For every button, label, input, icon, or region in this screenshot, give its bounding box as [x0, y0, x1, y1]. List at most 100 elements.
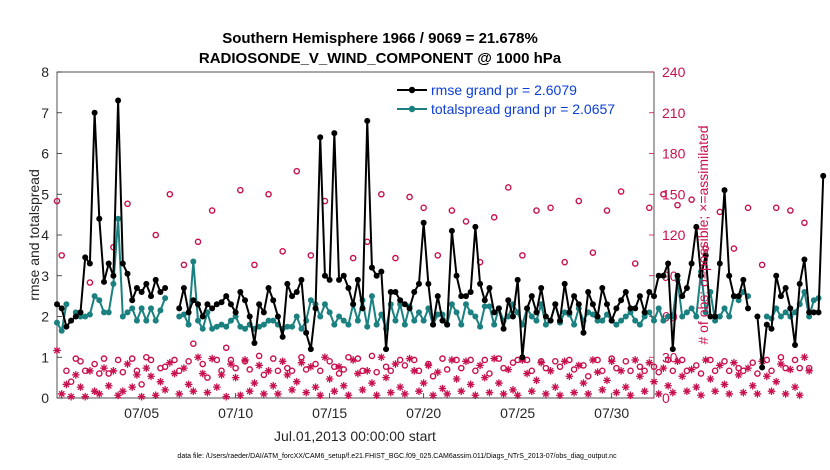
assimilated-obs-point — [104, 381, 113, 390]
possible-obs-point — [368, 352, 376, 360]
assimilated-obs-point — [72, 371, 80, 379]
assimilated-obs-point — [584, 390, 592, 398]
totalspread-point — [133, 317, 140, 324]
assimilated-obs-point — [307, 362, 315, 371]
assimilated-obs-point — [476, 361, 484, 370]
possible-obs-point — [547, 204, 554, 212]
rmse-point — [575, 301, 582, 308]
assimilated-obs-point — [184, 380, 193, 389]
assimilated-obs-point — [137, 392, 146, 401]
assimilated-obs-point — [612, 388, 621, 397]
totalspread-point — [491, 321, 498, 328]
rmse-point — [124, 270, 131, 277]
assimilated-obs-point — [748, 381, 757, 390]
rmse-point — [439, 317, 446, 324]
possible-obs-point — [725, 367, 733, 375]
totalspread-point — [782, 309, 789, 316]
possible-obs-point — [387, 367, 395, 375]
assimilated-obs-point — [791, 383, 799, 391]
assimilated-obs-point — [358, 386, 367, 394]
x-tick-label: 07/10 — [218, 405, 253, 421]
possible-obs-point — [772, 204, 780, 212]
totalspread-point — [763, 313, 770, 320]
y-axis-label: rmse and totalspread — [26, 169, 42, 301]
legend: rmse grand pr = 2.6079 totalspread grand… — [397, 82, 615, 117]
possible-obs-point — [641, 367, 648, 375]
possible-obs-point — [251, 261, 258, 269]
possible-obs-point — [269, 355, 277, 362]
x-tick-label: 07/05 — [124, 405, 159, 421]
possible-obs-point — [255, 352, 263, 360]
rmse-point — [674, 272, 681, 279]
assimilated-obs-point — [772, 377, 781, 386]
rmse-point — [180, 284, 187, 291]
possible-obs-point — [636, 363, 644, 371]
assimilated-obs-point — [410, 367, 419, 375]
rmse-point — [580, 329, 587, 336]
totalspread-point — [119, 313, 126, 320]
assimilated-obs-point — [128, 383, 137, 391]
assimilated-obs-point — [67, 392, 75, 401]
possible-obs-point — [697, 370, 705, 377]
assimilated-obs-point — [570, 388, 578, 397]
rmse-point — [157, 289, 164, 296]
possible-obs-point — [152, 231, 160, 239]
totalspread-point — [542, 321, 549, 328]
assimilated-obs-point — [645, 358, 654, 367]
rmse-point — [317, 134, 324, 141]
rmse-point — [326, 276, 333, 283]
rmse-point — [401, 301, 408, 308]
assimilated-obs-point — [711, 387, 719, 396]
rmse-point — [815, 309, 822, 316]
possible-obs-point — [204, 374, 211, 381]
possible-obs-point — [237, 186, 244, 194]
possible-obs-point — [190, 340, 197, 347]
possible-obs-point — [166, 190, 174, 198]
possible-obs-point — [688, 196, 695, 203]
possible-obs-point — [86, 279, 94, 286]
assimilated-obs-point — [603, 376, 611, 385]
possible-obs-point — [138, 381, 145, 388]
x-axis-label: Jul.01,2013 00:00:00 start — [274, 428, 436, 444]
rmse-point — [636, 293, 643, 300]
totalspread-point — [618, 317, 625, 324]
possible-obs-point — [791, 356, 799, 364]
totalspread-point — [58, 327, 65, 334]
possible-obs-point — [711, 367, 719, 375]
assimilated-obs-point — [574, 361, 583, 370]
rmse-point — [500, 325, 507, 332]
right-y-tick-label: 0 — [662, 390, 670, 406]
assimilated-obs-point — [720, 380, 729, 389]
rmse-point — [462, 293, 469, 300]
rmse-point — [707, 313, 714, 320]
totalspread-point — [589, 311, 596, 318]
rmse-point — [129, 297, 136, 304]
assimilated-obs-point — [292, 377, 301, 386]
rmse-point — [321, 272, 328, 279]
x-tick-label: 07/30 — [594, 405, 629, 421]
totalspread-point — [651, 317, 657, 324]
possible-obs-point — [316, 367, 324, 375]
possible-obs-point — [472, 367, 479, 375]
left-y-tick-label: 1 — [41, 349, 49, 365]
rmse-point — [745, 305, 752, 312]
assimilated-obs-point — [485, 388, 494, 397]
possible-obs-point — [63, 367, 70, 375]
rmse-point — [622, 289, 629, 296]
rmse-point — [542, 313, 549, 320]
totalspread-point — [227, 317, 234, 324]
possible-obs-point — [378, 190, 385, 198]
possible-obs-point — [439, 355, 446, 362]
possible-obs-point — [307, 252, 315, 259]
rmse-point — [556, 317, 563, 324]
assimilated-obs-point — [81, 392, 90, 401]
possible-obs-point — [77, 358, 84, 365]
assimilated-obs-point — [509, 386, 517, 394]
assimilated-obs-point — [339, 381, 348, 390]
rmse-point — [754, 313, 761, 320]
totalspread-point — [420, 317, 427, 324]
assimilated-obs-point — [471, 391, 480, 400]
totalspread-point — [213, 323, 220, 330]
totalspread-point — [110, 280, 117, 287]
